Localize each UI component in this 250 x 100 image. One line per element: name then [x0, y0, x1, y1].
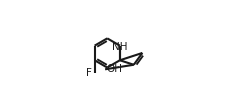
Text: F: F	[86, 68, 92, 78]
Text: NH: NH	[112, 42, 128, 52]
Text: OH: OH	[106, 64, 122, 74]
